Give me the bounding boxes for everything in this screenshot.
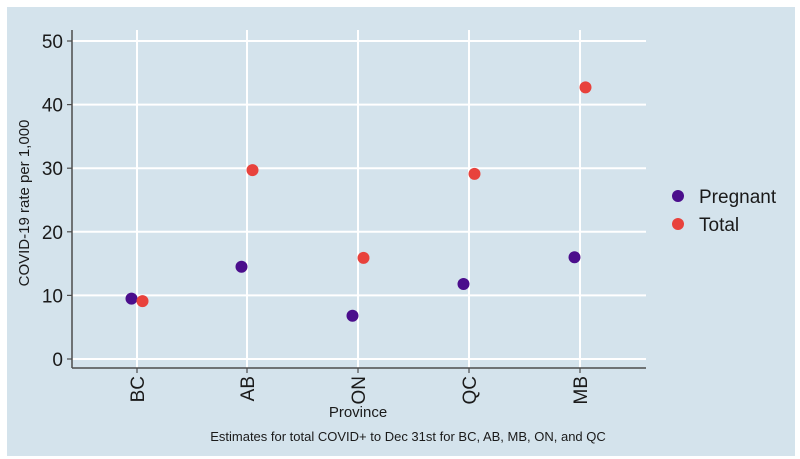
point-pregnant-bc <box>125 292 138 305</box>
legend-marker-pregnant <box>672 190 684 202</box>
y-tick-label-10: 10 <box>42 286 63 307</box>
x-axis-label: Province <box>329 404 387 421</box>
point-total-qc <box>468 167 481 180</box>
chart-caption: Estimates for total COVID+ to Dec 31st f… <box>210 429 606 444</box>
x-tick-label-on: ON <box>349 376 370 405</box>
y-tick-label-20: 20 <box>42 223 63 244</box>
x-tick-labels: BC AB ON QC MB <box>128 368 592 405</box>
legend-marker-total <box>672 218 684 230</box>
legend: Pregnant Total <box>672 187 777 236</box>
point-total-on <box>357 251 370 264</box>
x-tick-label-mb: MB <box>571 376 592 405</box>
y-axis-label: COVID-19 rate per 1,000 <box>16 120 33 287</box>
y-tick-label-0: 0 <box>52 350 63 371</box>
point-pregnant-mb <box>568 251 581 264</box>
legend-label-pregnant: Pregnant <box>699 187 777 208</box>
point-total-mb <box>579 81 592 94</box>
legend-label-total: Total <box>699 215 739 236</box>
point-total-bc <box>136 295 149 308</box>
point-pregnant-on <box>346 309 359 322</box>
point-pregnant-qc <box>457 277 470 290</box>
x-tick-label-qc: QC <box>460 376 481 405</box>
data-points <box>125 81 592 322</box>
x-tick-label-ab: AB <box>238 376 259 401</box>
axis-lines <box>71 30 646 369</box>
grid-lines <box>72 30 646 368</box>
y-tick-labels: 0 10 20 30 40 50 <box>42 32 72 371</box>
x-tick-label-bc: BC <box>128 376 149 402</box>
y-tick-label-50: 50 <box>42 32 63 53</box>
y-tick-label-30: 30 <box>42 159 63 180</box>
y-tick-label-40: 40 <box>42 96 63 117</box>
point-total-ab <box>246 164 259 177</box>
point-pregnant-ab <box>235 260 248 273</box>
